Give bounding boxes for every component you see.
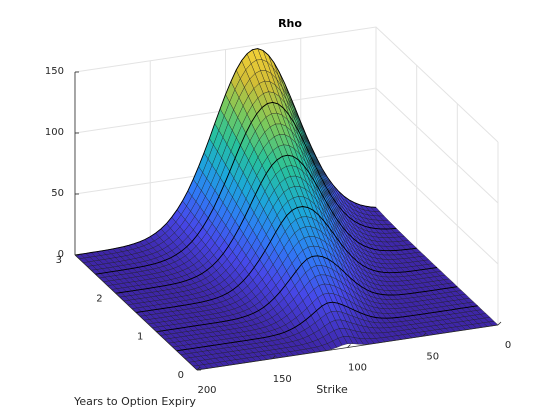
chart-title: Rho [278,17,302,30]
strike-tick-label: 200 [197,385,216,396]
rho-surface [74,48,499,371]
strike-tick-label: 100 [348,363,367,374]
y-axis-label: Years to Option Expiry [73,395,196,408]
strike-tick [422,332,427,337]
strike-tick-label: 150 [273,374,292,385]
expiry-mesh-line [115,154,417,294]
expiry-axis-line [74,254,198,371]
expiry-mesh-line [74,48,377,256]
expiry-tick-label: 3 [56,255,62,266]
strike-tick-label: 0 [505,340,511,351]
z-gridline [74,26,499,143]
expiry-mesh-line [176,301,478,352]
expiry-mesh-line [156,255,458,333]
strike-tick [497,321,502,326]
expiry-tick-label: 1 [137,332,143,343]
expiry-tick-label: 2 [96,293,102,304]
strike-tick [196,366,201,371]
expiry-mesh-line [95,101,397,275]
expiry-tick-label: 0 [178,370,184,381]
z-tick-label: 50 [51,188,64,199]
z-tick-label: 150 [45,66,64,77]
x-axis-label: Strike [316,383,348,396]
strike-tick [347,344,351,348]
strike-tick [271,355,276,360]
strike-tick-label: 50 [426,351,439,362]
expiry-mesh-line [135,206,438,313]
z-tick-label: 0 [58,249,64,260]
z-tick-label: 100 [45,127,64,138]
